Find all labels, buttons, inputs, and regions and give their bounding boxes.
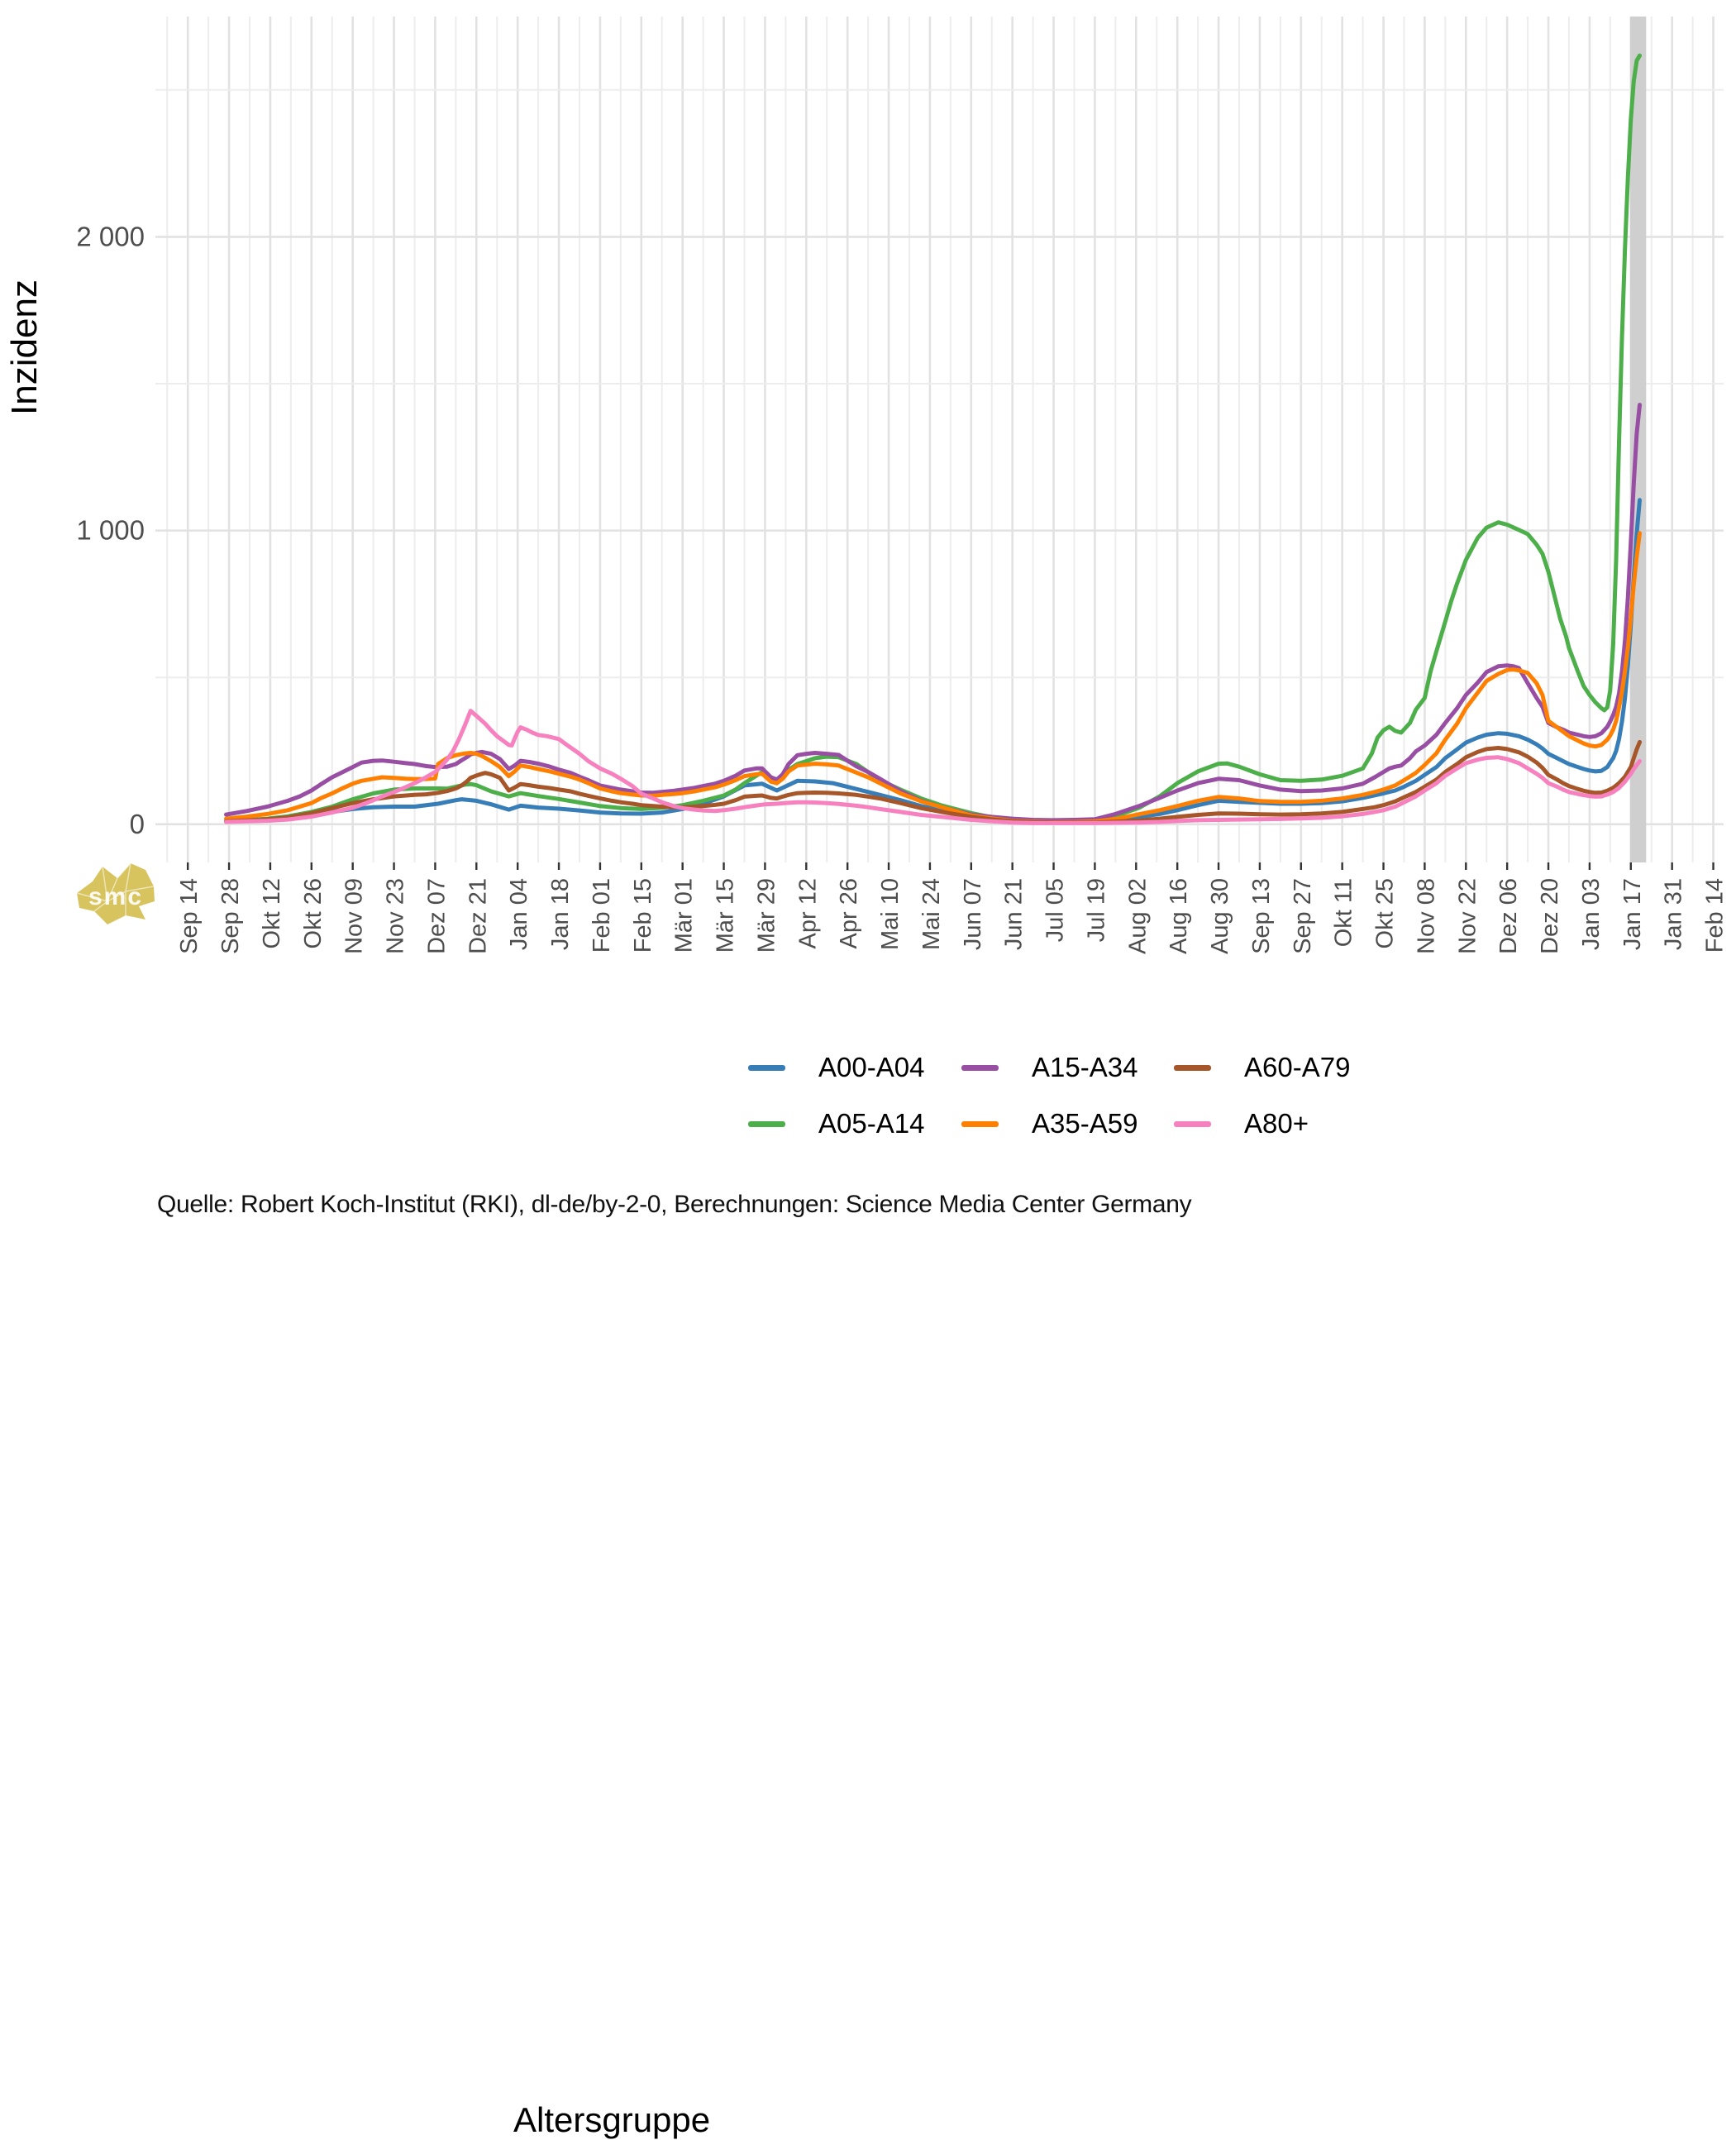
x-tick-label: Mär 29 bbox=[753, 878, 780, 953]
axis-ticks-and-labels: Sep 14 Sep 28 Okt 12 Okt 26 Nov 09 Nov 23 Dez … bbox=[76, 221, 1728, 954]
series-line-a80plus bbox=[224, 709, 1642, 825]
x-tick-label: Nov 08 bbox=[1413, 878, 1439, 954]
x-tick-label: Jul 05 bbox=[1042, 878, 1069, 942]
series-lines bbox=[224, 53, 1642, 825]
x-tick-label: Mär 01 bbox=[671, 878, 698, 953]
x-tick-label: Dez 20 bbox=[1537, 878, 1563, 954]
legend-label: A15-A34 bbox=[1032, 1052, 1138, 1082]
legend-item-a60-a79: A60-A79 bbox=[1174, 1049, 1350, 1086]
x-tick-label: Mär 15 bbox=[713, 878, 739, 953]
x-tick-label: Apr 26 bbox=[836, 878, 862, 948]
smc-logo: smc bbox=[76, 861, 155, 924]
x-tick-label: Nov 09 bbox=[341, 878, 368, 954]
legend-item-a80plus: A80+ bbox=[1174, 1106, 1309, 1142]
legend-swatch bbox=[961, 1064, 999, 1071]
x-tick-label: Dez 21 bbox=[465, 878, 491, 954]
x-tick-label: Jul 19 bbox=[1083, 878, 1109, 942]
x-tick-label: Jan 04 bbox=[506, 878, 532, 950]
x-tick-label: Feb 15 bbox=[630, 878, 656, 953]
x-tick-label: Dez 07 bbox=[423, 878, 450, 954]
series-line-a60-a79 bbox=[224, 739, 1642, 825]
x-tick-label: Jan 17 bbox=[1619, 878, 1646, 950]
x-tick-label: Aug 30 bbox=[1207, 878, 1233, 954]
legend-swatch bbox=[1174, 1064, 1211, 1071]
series-line-a00-a04 bbox=[224, 498, 1642, 824]
series-line-a35-a59 bbox=[224, 531, 1642, 824]
legend-title: Altersgruppe bbox=[513, 2100, 711, 2139]
x-tick-label: Nov 23 bbox=[383, 878, 409, 954]
x-tick-label: Sep 14 bbox=[176, 878, 203, 954]
y-tick-label: 2 000 bbox=[76, 221, 145, 251]
legend-swatch bbox=[748, 1064, 785, 1071]
legend-swatch bbox=[1174, 1120, 1211, 1127]
y-tick-label: 0 bbox=[130, 809, 145, 839]
series-line-a05-a14 bbox=[224, 53, 1642, 824]
x-tick-label: Okt 12 bbox=[259, 878, 285, 948]
x-tick-label: Sep 13 bbox=[1248, 878, 1275, 954]
x-tick-label: Sep 27 bbox=[1290, 878, 1316, 954]
legend-swatch bbox=[748, 1120, 785, 1127]
legend-label: A60-A79 bbox=[1244, 1052, 1351, 1082]
x-tick-label: Jan 03 bbox=[1578, 878, 1605, 950]
legend-item-a05-a14: A05-A14 bbox=[748, 1106, 924, 1142]
legend-swatch bbox=[961, 1120, 999, 1127]
legend-item-a00-a04: A00-A04 bbox=[748, 1049, 924, 1086]
legend-label: A05-A14 bbox=[818, 1108, 925, 1139]
series-line-a15-a34 bbox=[224, 403, 1642, 823]
x-tick-label: Mai 10 bbox=[877, 878, 904, 950]
x-tick-label: Nov 22 bbox=[1454, 878, 1481, 954]
legend: Altersgruppe A00-A04 A05-A14 A15-A34 A35-A5… bbox=[0, 1025, 1736, 2139]
incidence-line-chart: Sep 14 Sep 28 Okt 12 Okt 26 Nov 09 Nov 23 Dez … bbox=[4, 17, 1729, 954]
y-axis-title: Inzidenz bbox=[4, 279, 45, 415]
x-tick-label: Sep 28 bbox=[217, 878, 244, 954]
x-tick-label: Jun 07 bbox=[960, 878, 986, 950]
x-tick-label: Okt 11 bbox=[1331, 878, 1357, 947]
y-tick-label: 1 000 bbox=[76, 515, 145, 546]
smc-logo-text: smc bbox=[88, 883, 143, 910]
x-tick-label: Apr 12 bbox=[794, 878, 821, 948]
x-tick-label: Okt 25 bbox=[1372, 878, 1399, 948]
source-caption: Quelle: Robert Koch-Institut (RKI), dl-d… bbox=[157, 1191, 1192, 1218]
x-tick-label: Okt 26 bbox=[300, 878, 327, 948]
page: { "page": {"background": "#FFFFFF"}, "ca… bbox=[0, 17, 1736, 2139]
smc-logo-facets bbox=[76, 861, 155, 915]
x-tick-label: Dez 06 bbox=[1495, 878, 1522, 954]
gridlines bbox=[155, 17, 1724, 862]
x-tick-label: Aug 02 bbox=[1124, 878, 1151, 954]
legend-label: A35-A59 bbox=[1032, 1108, 1138, 1139]
legend-label: A00-A04 bbox=[818, 1052, 925, 1082]
legend-item-a15-a34: A15-A34 bbox=[961, 1049, 1137, 1086]
x-tick-label: Jan 31 bbox=[1661, 878, 1687, 950]
x-tick-label: Feb 14 bbox=[1702, 878, 1729, 953]
x-tick-label: Jun 21 bbox=[1001, 878, 1028, 950]
legend-label: A80+ bbox=[1244, 1108, 1309, 1139]
x-tick-label: Jan 18 bbox=[547, 878, 574, 950]
legend-item-a35-a59: A35-A59 bbox=[961, 1106, 1137, 1142]
x-tick-label: Feb 01 bbox=[589, 878, 615, 953]
x-tick-label: Aug 16 bbox=[1166, 878, 1192, 954]
x-tick-label: Mai 24 bbox=[918, 878, 945, 950]
